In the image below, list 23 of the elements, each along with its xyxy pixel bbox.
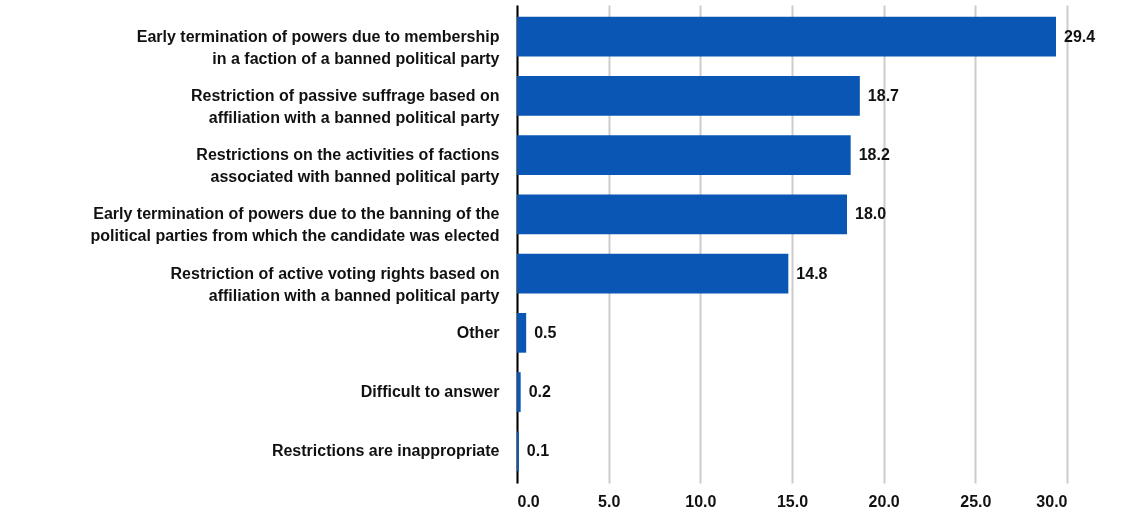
data-label: 0.1: [526, 442, 550, 460]
x-tick-label: 25.0: [960, 492, 992, 510]
data-label: 18.0: [855, 205, 887, 223]
y-tick-label: Restrictions on the activities of factions associated with banned political party: [196, 146, 500, 186]
data-label: 18.7: [867, 86, 900, 104]
x-tick-label: 0.0: [517, 492, 540, 510]
data-label: 29.4: [1064, 27, 1096, 45]
x-tick-label: 15.0: [776, 492, 809, 510]
y-tick-label: Restriction of passive suffrage based on affiliation with a banned political party: [190, 86, 500, 126]
y-tick-label: Difficult to answer: [360, 383, 500, 401]
y-tick-label: Early termination of powers due to the banning of the political parties from which the candidate was elected: [90, 205, 500, 245]
y-tick-label: Restrictions are inappropriate: [271, 442, 500, 460]
y-tick-label: Restriction of active voting rights based on affiliation with a banned political party: [170, 264, 500, 304]
y-tick-label: Early termination of powers due to membership in a faction of a banned political party: [136, 27, 500, 67]
y-tick-label: Other: [456, 323, 500, 341]
x-tick-label: 20.0: [868, 492, 900, 510]
data-label: 0.2: [528, 383, 552, 401]
x-tick-label: 30.0: [1036, 492, 1068, 510]
data-label: 0.5: [534, 323, 557, 341]
x-tick-label: 10.0: [685, 492, 717, 510]
data-label: 14.8: [796, 264, 828, 282]
x-tick-label: 5.0: [598, 492, 621, 510]
data-label: 18.2: [858, 146, 890, 164]
